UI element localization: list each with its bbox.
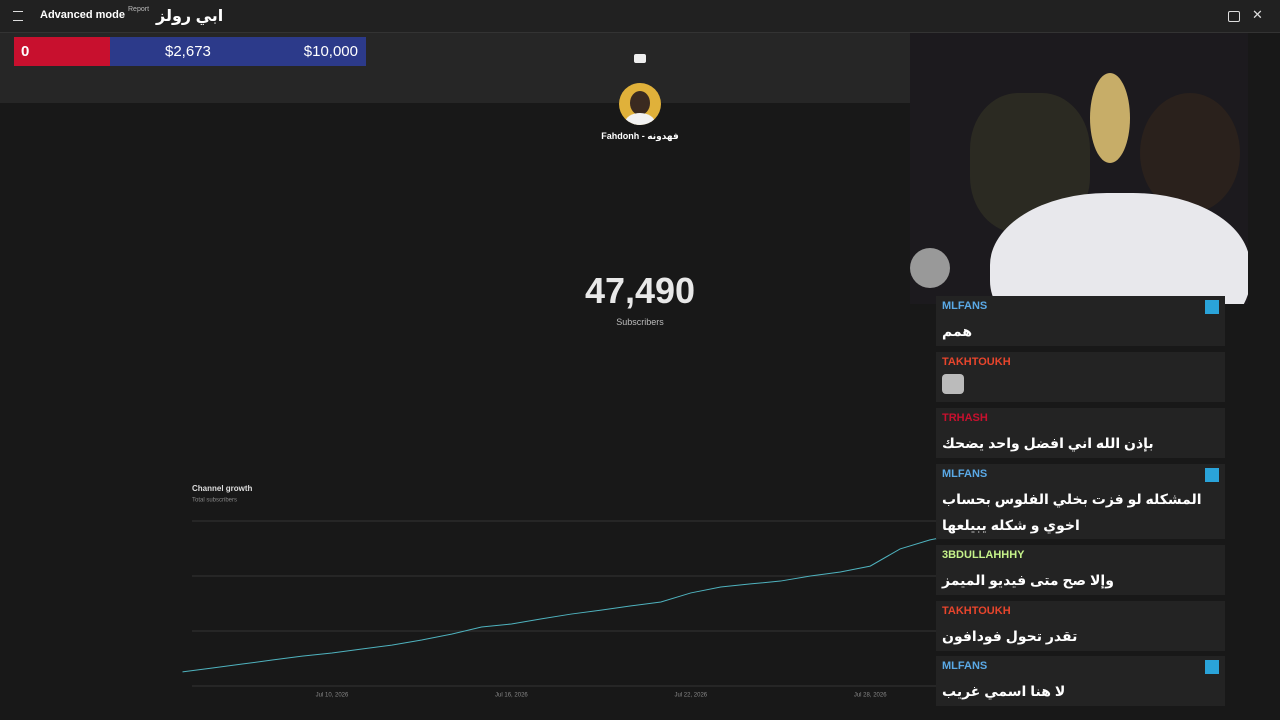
chat-text: همم bbox=[942, 323, 973, 339]
chat-text: وإلا صح متى فيديو الميمز bbox=[942, 572, 1114, 588]
chat-user[interactable]: TAKHTOUKH bbox=[942, 605, 1011, 617]
subscriber-label: Subscribers bbox=[616, 317, 664, 327]
x-tick-label: Jul 16, 2026 bbox=[495, 693, 528, 699]
chat-message: MLFANS المشكله لو فزت بخلي الفلوس بحساب ا… bbox=[936, 464, 1225, 539]
mode-title: Advanced mode bbox=[40, 9, 125, 21]
chat-user[interactable]: MLFANS bbox=[942, 660, 988, 672]
chart-title: Channel growth bbox=[192, 484, 253, 493]
chat-user[interactable]: MLFANS bbox=[942, 300, 988, 312]
chat-emote bbox=[942, 374, 964, 394]
channel-name: Fahdonh - فهدونه bbox=[601, 131, 679, 141]
goal-raised: $2,673 bbox=[165, 43, 211, 60]
chat-message: TRHASH بإذن الله اني افضل واحد يضحك bbox=[936, 408, 1225, 458]
chat-badge bbox=[1205, 300, 1219, 314]
close-icon[interactable]: ✕ bbox=[1252, 7, 1263, 22]
webcam bbox=[910, 33, 1248, 304]
chat-message: TAKHTOUKH bbox=[936, 352, 1225, 402]
chat-message: TAKHTOUKH تقدر تحول فودافون bbox=[936, 601, 1225, 651]
channel-avatar bbox=[619, 83, 661, 125]
chat-user[interactable]: MLFANS bbox=[942, 468, 988, 480]
chart-subtitle: Total subscribers bbox=[192, 498, 237, 504]
growth-line bbox=[182, 523, 1050, 673]
chat-text: لا هنا اسمي غريب bbox=[942, 683, 1066, 699]
chat-text: تقدر تحول فودافون bbox=[942, 628, 1078, 644]
chat-message: MLFANS لا هنا اسمي غريب bbox=[936, 656, 1225, 706]
youtube-icon bbox=[634, 54, 646, 63]
x-tick-label: Jul 28, 2026 bbox=[854, 693, 887, 699]
subscriber-count: 47,490 bbox=[584, 270, 696, 311]
goal-target: $10,000 bbox=[303, 43, 358, 60]
chat-text: بإذن الله اني افضل واحد يضحك bbox=[942, 435, 1154, 451]
chat-message: 3BDULLAHHHY وإلا صح متى فيديو الميمز bbox=[936, 545, 1225, 595]
goal-remaining: $2,673 $10,000 bbox=[110, 37, 366, 66]
chat-user[interactable]: TAKHTOUKH bbox=[942, 356, 1011, 368]
report-link[interactable]: Report bbox=[128, 6, 150, 13]
chat-user[interactable]: TRHASH bbox=[942, 412, 988, 424]
stream-title: ابي رولز bbox=[156, 8, 224, 25]
chat-badge bbox=[1205, 660, 1219, 674]
chat-badge bbox=[1205, 468, 1219, 482]
chat-icon[interactable] bbox=[1228, 11, 1240, 22]
goal-current: 0 bbox=[14, 37, 110, 66]
chat-text: المشكله لو فزت بخلي الفلوس بحساب اخوي و … bbox=[942, 491, 1202, 533]
x-tick-label: Jul 22, 2026 bbox=[674, 693, 707, 699]
chat-user[interactable]: 3BDULLAHHHY bbox=[942, 549, 1025, 561]
goal-current-text: 0 bbox=[21, 43, 30, 60]
top-bar: Advanced mode Report ابي رولز ✕ bbox=[0, 0, 1280, 33]
chat-message: MLFANS همم bbox=[936, 296, 1225, 346]
x-tick-label: Jul 10, 2026 bbox=[316, 693, 349, 699]
menu-icon[interactable] bbox=[13, 11, 23, 21]
